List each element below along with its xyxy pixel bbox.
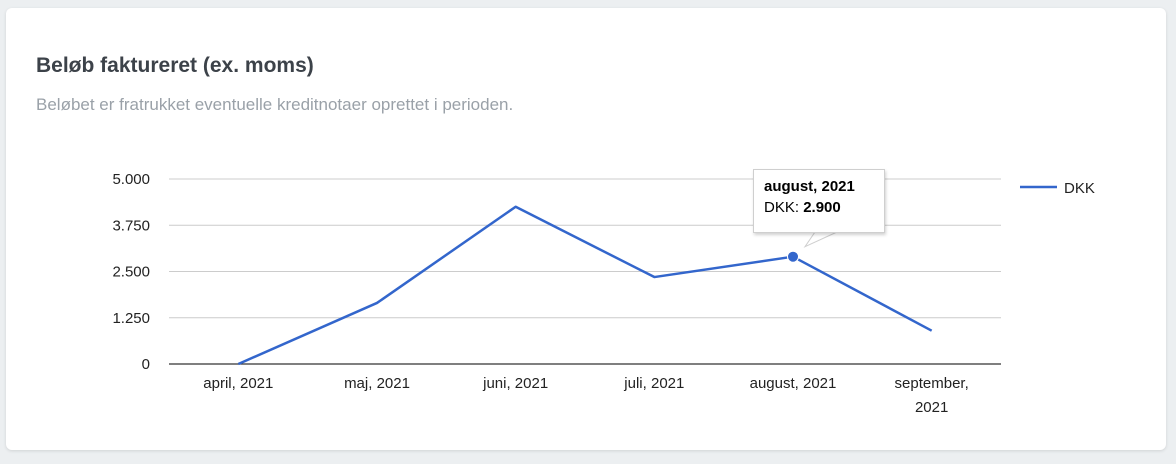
x-tick-label: september, 2021 bbox=[895, 375, 969, 416]
highlighted-data-point[interactable] bbox=[787, 250, 799, 263]
tooltip-series-label: DKK: bbox=[764, 199, 800, 216]
y-tick-label: 1.250 bbox=[112, 310, 150, 327]
x-tick-label: maj, 2021 bbox=[344, 375, 410, 392]
chart-card: Beløb faktureret (ex. moms) Beløbet er f… bbox=[6, 8, 1166, 450]
y-tick-label: 2.500 bbox=[112, 264, 150, 281]
tooltip-title: august, 2021 bbox=[764, 178, 855, 195]
card-title: Beløb faktureret (ex. moms) bbox=[36, 54, 314, 77]
tooltip-row: DKK: 2.900 bbox=[764, 199, 874, 216]
x-tick-label: juni, 2021 bbox=[482, 375, 548, 392]
card-subtitle: Beløbet er fratrukket eventuelle kreditn… bbox=[36, 95, 514, 114]
y-tick-label: 3.750 bbox=[112, 217, 150, 234]
x-tick-label: april, 2021 bbox=[203, 375, 273, 392]
x-tick-label: august, 2021 bbox=[750, 375, 837, 392]
series-line-dkk[interactable] bbox=[237, 205, 933, 366]
legend-label: DKK bbox=[1064, 180, 1095, 197]
tooltip-pointer bbox=[803, 231, 838, 248]
y-tick-label: 0 bbox=[142, 356, 150, 373]
y-tick-label: 5.000 bbox=[112, 171, 150, 188]
tooltip-value: 2.900 bbox=[803, 199, 841, 216]
data-tooltip: august, 2021 DKK: 2.900 bbox=[753, 169, 885, 233]
x-tick-label: juli, 2021 bbox=[623, 375, 684, 392]
